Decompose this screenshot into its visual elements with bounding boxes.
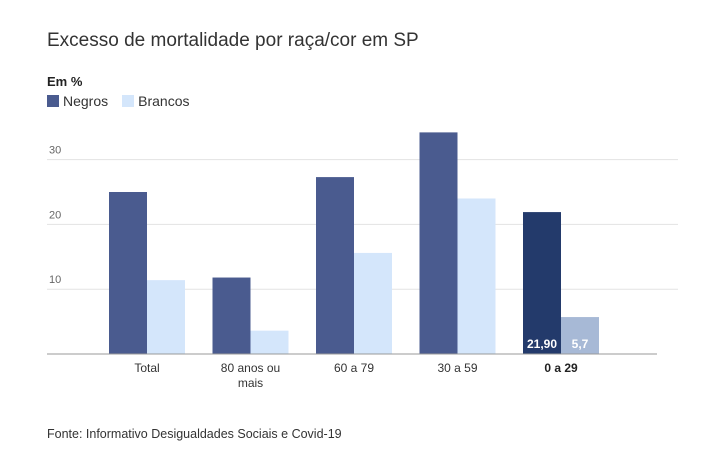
bar-negros-0 bbox=[109, 192, 147, 354]
y-tick-label-30: 30 bbox=[49, 145, 61, 157]
source-note: Fonte: Informativo Desigualdades Sociais… bbox=[47, 427, 342, 441]
x-category-label-1-1: mais bbox=[238, 376, 263, 390]
legend-label-brancos: Brancos bbox=[138, 93, 190, 109]
bar-brancos-4 bbox=[561, 317, 599, 354]
bar-brancos-3 bbox=[457, 198, 496, 354]
legend-swatch-brancos bbox=[122, 95, 135, 107]
data-label-0: 21,90 bbox=[527, 337, 557, 351]
unit-label: Em % bbox=[47, 74, 83, 89]
legend-swatch-negros bbox=[47, 95, 59, 107]
x-category-label-1-0: 80 anos ou bbox=[221, 361, 280, 375]
bar-negros-3 bbox=[419, 132, 458, 354]
x-category-label-2: 60 a 79 bbox=[334, 361, 374, 375]
bar-brancos-2 bbox=[354, 252, 392, 354]
bar-negros-4 bbox=[523, 212, 561, 354]
chart-title: Excesso de mortalidade por raça/cor em S… bbox=[47, 30, 419, 51]
x-category-label-0: Total bbox=[134, 361, 159, 375]
x-category-label-4: 0 a 29 bbox=[544, 361, 578, 375]
legend-item-negros: Negros bbox=[47, 93, 108, 109]
legend: Negros Brancos bbox=[47, 93, 204, 109]
data-label-1: 5,7 bbox=[572, 337, 589, 351]
y-tick-label-20: 20 bbox=[49, 209, 61, 221]
x-category-label-3: 30 a 59 bbox=[437, 361, 477, 375]
legend-label-negros: Negros bbox=[63, 93, 109, 109]
bar-negros-2 bbox=[316, 177, 354, 354]
bar-brancos-0 bbox=[147, 280, 185, 354]
y-tick-label-10: 10 bbox=[49, 274, 61, 286]
bar-negros-1 bbox=[212, 277, 251, 354]
legend-item-brancos: Brancos bbox=[122, 93, 190, 109]
bar-brancos-1 bbox=[250, 330, 289, 354]
